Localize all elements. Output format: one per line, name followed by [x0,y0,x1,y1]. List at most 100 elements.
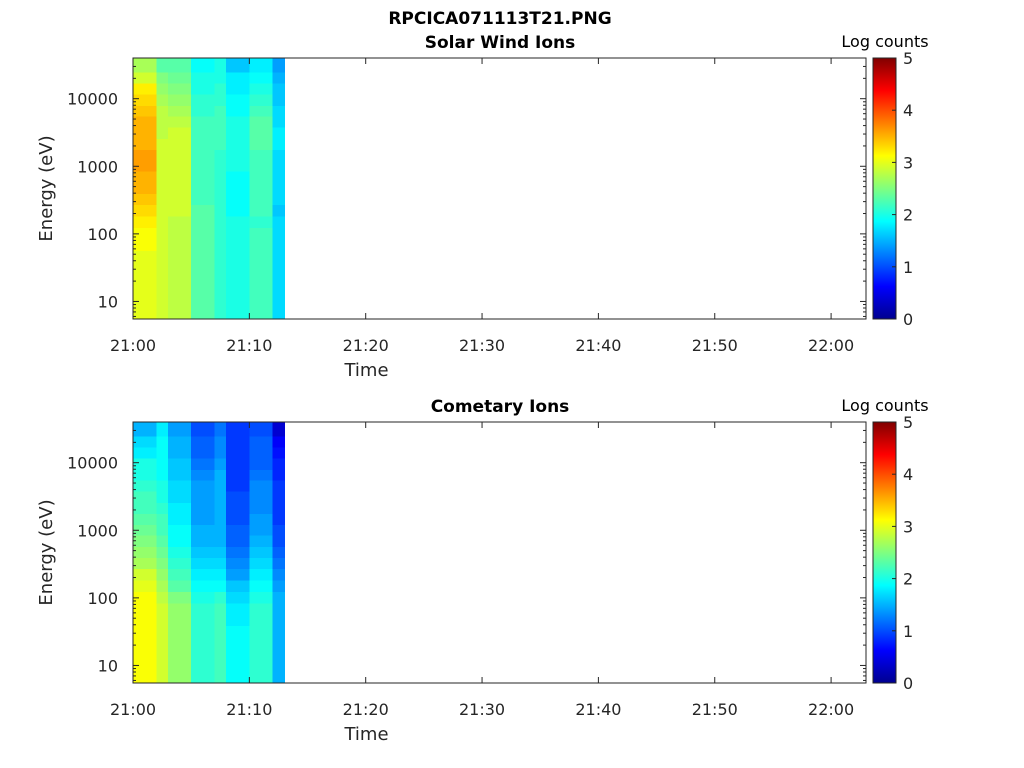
heatmap-cell [226,149,250,162]
heatmap-cell [249,205,274,217]
x-tick-label: 21:10 [226,700,272,719]
heatmap-cell [249,306,274,320]
heatmap-cell [226,491,250,504]
heatmap-cell [191,72,216,85]
heatmap-cell [133,295,157,308]
heatmap-cell [226,535,250,548]
heatmap-cell [214,436,227,449]
heatmap-cell [249,216,274,229]
heatmap-cell [167,171,192,184]
heatmap-cell [133,216,157,229]
heatmap-cell [133,116,157,129]
heatmap-cell [272,469,285,482]
heatmap-cell [156,160,169,173]
heatmap-cell [272,603,285,616]
heatmap-cell [226,58,250,73]
heatmap-cell [214,105,227,118]
heatmap-cell [156,227,169,241]
heatmap-cell [167,182,192,195]
heatmap-cell [191,647,216,661]
heatmap-cell [214,558,227,570]
heatmap-cell [214,116,227,129]
heatmap-cell [272,513,285,526]
heatmap-cell [214,261,227,274]
heatmap-cell [249,182,274,195]
heatmap-cell [167,670,192,684]
heatmap-cell [214,272,227,285]
heatmap-cell [272,227,285,241]
heatmap-cell [272,447,285,460]
heatmap-cell [191,558,216,570]
panel-1: 21:00 21:10 21:20 21:30 21:40 21:50 22:0010100… [36,32,929,381]
heatmap-cell [272,138,285,151]
colorbar-tick-label: 2 [903,206,913,225]
heatmap-cell [156,625,169,638]
heatmap-cell [272,272,285,285]
heatmap-cell [167,72,192,85]
heatmap-cell [156,58,169,73]
heatmap-cell [249,491,274,504]
heatmap-cell [226,205,250,217]
heatmap-cell [191,58,216,73]
heatmap-cell [156,94,169,107]
heatmap-cell [249,502,274,515]
heatmap-cell [133,261,157,274]
heatmap-cell [249,558,274,570]
heatmap-cell [191,295,216,308]
heatmap-cell [133,502,157,515]
heatmap-cell [249,659,274,672]
heatmap-cell [167,272,192,285]
heatmap-cell [249,149,274,162]
heatmap-cell [133,535,157,548]
heatmap-cell [167,524,192,537]
heatmap-cell [133,149,157,162]
heatmap-cell [133,569,157,581]
heatmap-cell [272,591,285,605]
heatmap-cell [156,591,169,605]
heatmap-cell [226,502,250,515]
heatmap-cell [249,138,274,151]
heatmap-cell [226,647,250,661]
heatmap-cell [156,659,169,672]
heatmap-cell [272,116,285,129]
heatmap-cell [272,569,285,581]
heatmap-cell [214,591,227,605]
heatmap-cell [133,127,157,140]
heatmap [133,422,285,684]
heatmap-cell [272,149,285,162]
heatmap-cell [156,524,169,537]
heatmap-cell [156,447,169,460]
heatmap-cell [249,116,274,129]
heatmap-cell [226,171,250,184]
heatmap-cell [191,272,216,285]
heatmap-cell [156,205,169,217]
heatmap-cell [272,546,285,559]
heatmap-cell [226,83,250,96]
heatmap-cell [133,182,157,195]
heatmap-cell [249,58,274,73]
colorbar-tick-label: 3 [903,153,913,172]
heatmap-cell [214,171,227,184]
heatmap-cell [214,239,227,252]
heatmap-cell [249,603,274,616]
heatmap-cell [167,160,192,173]
colorbar-tick-label: 1 [903,258,913,277]
heatmap-cell [226,524,250,537]
heatmap-cell [226,283,250,297]
heatmap-cell [226,546,250,559]
heatmap-cell [272,436,285,449]
heatmap-cell [226,116,250,129]
heatmap-cell [133,469,157,482]
y-axis-label: Energy (eV) [36,499,57,605]
heatmap-cell [214,502,227,515]
heatmap-cell [214,659,227,672]
heatmap-cell [226,422,250,437]
heatmap-cell [272,422,285,437]
x-axis-label: Time [343,360,388,381]
x-tick-label: 21:40 [575,700,621,719]
heatmap-cell [167,205,192,217]
heatmap-cell [133,603,157,616]
heatmap-cell [249,227,274,241]
y-tick-label: 10000 [67,454,118,473]
heatmap-cell [249,535,274,548]
